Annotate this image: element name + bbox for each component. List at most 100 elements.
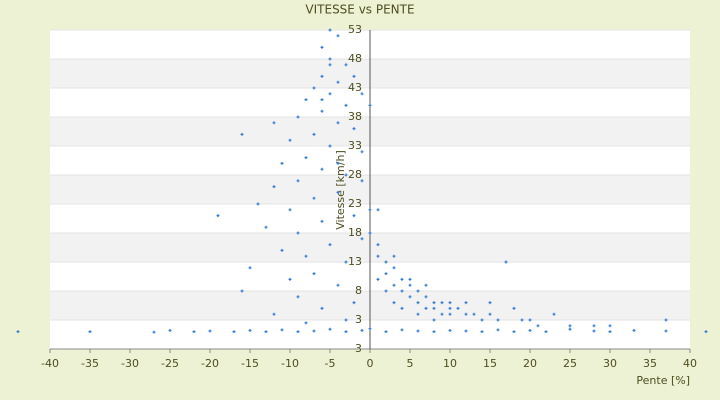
point — [240, 289, 244, 293]
point — [328, 57, 332, 61]
point — [384, 330, 388, 334]
point — [360, 237, 364, 241]
x-tick-label: 20 — [523, 357, 537, 370]
x-tick-label: 10 — [443, 357, 457, 370]
point — [512, 330, 516, 334]
point — [352, 214, 356, 218]
x-tick-label: -15 — [241, 357, 259, 370]
point — [328, 327, 332, 331]
x-tick-label: 15 — [483, 357, 497, 370]
point — [328, 243, 332, 247]
x-tick-label: -25 — [161, 357, 179, 370]
point — [336, 121, 340, 125]
point — [568, 327, 572, 331]
point — [344, 103, 348, 107]
point — [488, 312, 492, 316]
x-tick-label: -10 — [281, 357, 299, 370]
chart-title: VITESSE vs PENTE — [305, 3, 414, 17]
point — [392, 283, 396, 287]
x-tick-label: -20 — [201, 357, 219, 370]
point — [384, 289, 388, 293]
point — [544, 330, 548, 334]
point — [336, 34, 340, 38]
point — [400, 306, 404, 310]
point — [496, 328, 500, 332]
point — [592, 324, 596, 328]
point — [376, 277, 380, 281]
point — [312, 329, 316, 333]
point — [424, 283, 428, 287]
point — [264, 225, 268, 229]
point — [336, 190, 340, 194]
point — [416, 289, 420, 293]
point — [256, 202, 260, 206]
point — [288, 208, 292, 212]
point — [336, 80, 340, 84]
point — [368, 327, 372, 331]
point — [280, 161, 284, 165]
point — [248, 328, 252, 332]
point — [344, 260, 348, 264]
point — [296, 179, 300, 183]
point — [320, 109, 324, 113]
point — [248, 266, 252, 270]
point — [392, 301, 396, 305]
point — [408, 277, 412, 281]
point — [168, 328, 172, 332]
x-tick-label: 0 — [367, 357, 374, 370]
point — [384, 260, 388, 264]
point — [16, 330, 20, 334]
y-tick-label: 18 — [348, 226, 362, 239]
x-tick-label: -5 — [325, 357, 336, 370]
y-tick-label: 28 — [348, 168, 362, 181]
y-tick-label: 53 — [348, 23, 362, 36]
point — [336, 283, 340, 287]
point — [344, 173, 348, 177]
point — [504, 260, 508, 264]
point — [520, 318, 524, 322]
point — [512, 306, 516, 310]
point — [328, 28, 332, 32]
point — [320, 74, 324, 78]
point — [296, 330, 300, 334]
point — [448, 301, 452, 305]
y-tick-label: 48 — [348, 52, 362, 65]
point — [448, 306, 452, 310]
x-tick-label: -30 — [121, 357, 139, 370]
point — [416, 301, 420, 305]
point — [344, 318, 348, 322]
point — [288, 138, 292, 142]
point — [368, 208, 372, 212]
point — [304, 98, 308, 102]
point — [472, 312, 476, 316]
point — [368, 103, 372, 107]
y-tick-label: 38 — [348, 110, 362, 123]
point — [296, 295, 300, 299]
x-tick-label: 25 — [563, 357, 577, 370]
point — [408, 295, 412, 299]
point — [568, 324, 572, 328]
point — [336, 161, 340, 165]
point — [320, 45, 324, 49]
point — [304, 321, 308, 325]
point — [272, 121, 276, 125]
point — [320, 306, 324, 310]
point — [552, 312, 556, 316]
y-tick-label: 3 — [355, 313, 362, 326]
point — [416, 312, 420, 316]
point — [360, 92, 364, 96]
y-tick-label: 33 — [348, 139, 362, 152]
point — [264, 330, 268, 334]
x-tick-label: 35 — [643, 357, 657, 370]
y-tick-label: 8 — [355, 284, 362, 297]
point — [296, 115, 300, 119]
point — [376, 243, 380, 247]
x-tick-label: 5 — [407, 357, 414, 370]
point — [488, 301, 492, 305]
point — [240, 132, 244, 136]
point — [528, 318, 532, 322]
point — [392, 254, 396, 258]
point — [408, 283, 412, 287]
point — [344, 330, 348, 334]
